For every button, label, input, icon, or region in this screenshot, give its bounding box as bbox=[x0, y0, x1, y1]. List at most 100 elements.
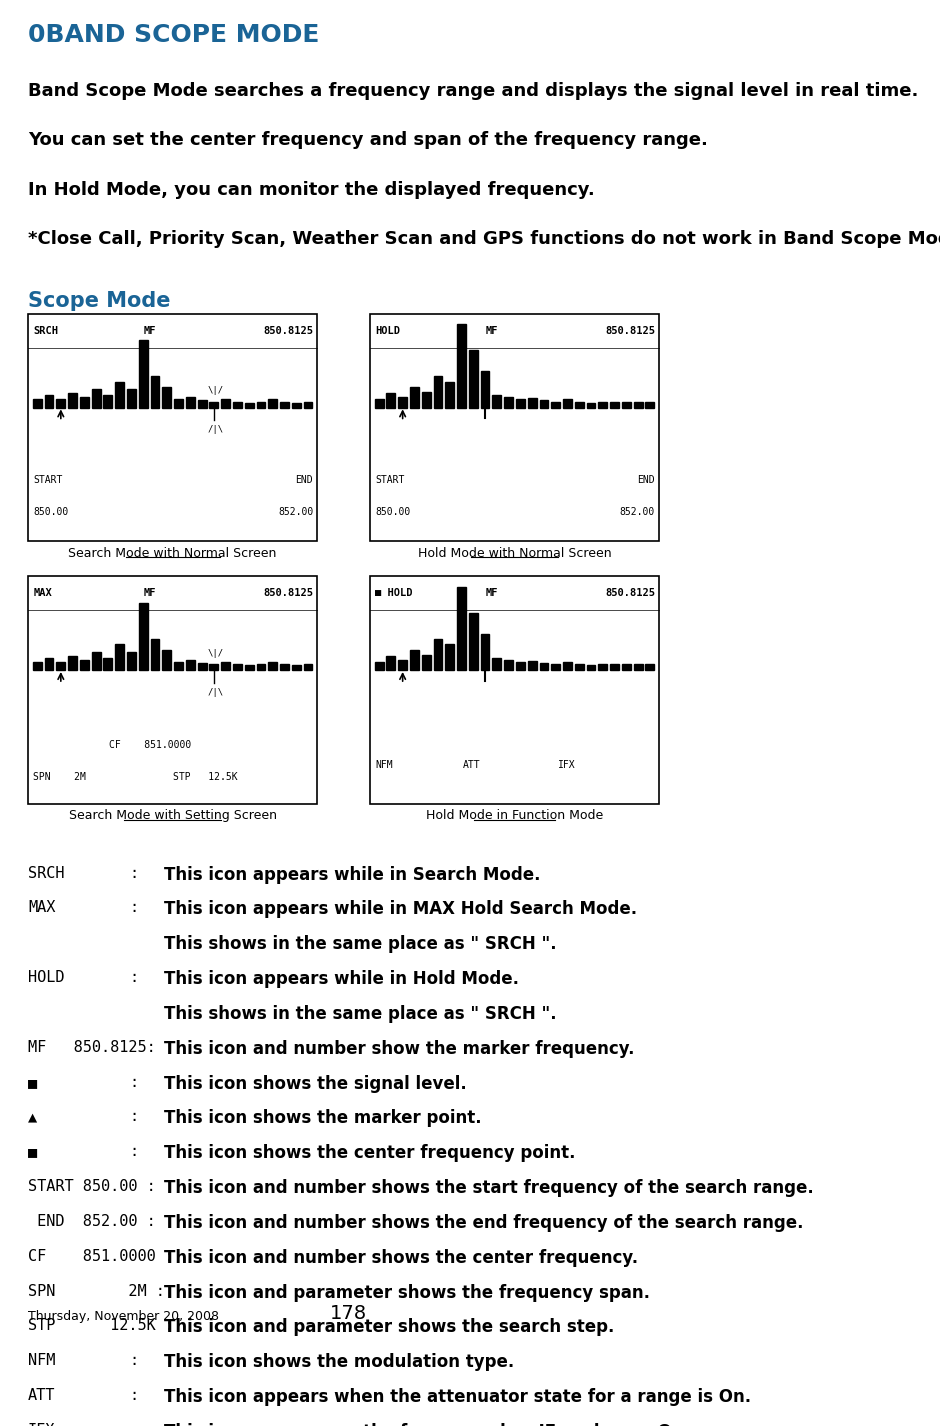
Bar bbox=[221, 662, 230, 670]
Text: In Hold Mode, you can monitor the displayed frequency.: In Hold Mode, you can monitor the displa… bbox=[28, 181, 595, 198]
Bar bbox=[280, 665, 289, 670]
Bar bbox=[116, 645, 124, 670]
Bar bbox=[469, 351, 478, 408]
Text: MF: MF bbox=[486, 325, 498, 335]
Bar bbox=[575, 402, 584, 408]
Bar bbox=[150, 639, 160, 670]
Bar bbox=[56, 399, 65, 408]
Bar bbox=[457, 324, 466, 408]
Bar bbox=[244, 402, 254, 408]
Bar bbox=[80, 660, 88, 670]
Text: STP   12.5K: STP 12.5K bbox=[173, 771, 237, 781]
Text: :: : bbox=[129, 1387, 138, 1403]
Bar bbox=[410, 650, 419, 670]
Bar bbox=[587, 665, 595, 670]
Text: 850.00: 850.00 bbox=[34, 506, 69, 516]
Text: This icon shows the signal level.: This icon shows the signal level. bbox=[164, 1075, 466, 1092]
Text: This icon appears when the attenuator state for a range is On.: This icon appears when the attenuator st… bbox=[164, 1387, 751, 1406]
Bar bbox=[646, 665, 654, 670]
Bar bbox=[139, 339, 148, 408]
Text: :: : bbox=[129, 866, 138, 881]
Bar bbox=[150, 376, 160, 408]
Text: :: : bbox=[129, 1144, 138, 1159]
Text: MAX: MAX bbox=[34, 589, 53, 599]
Text: 850.8125: 850.8125 bbox=[605, 325, 655, 335]
Bar bbox=[44, 657, 54, 670]
Text: This icon and number shows the start frequency of the search range.: This icon and number shows the start fre… bbox=[164, 1179, 814, 1198]
Bar bbox=[186, 398, 195, 408]
Text: MAX: MAX bbox=[28, 900, 55, 915]
FancyBboxPatch shape bbox=[369, 576, 659, 804]
Bar bbox=[493, 657, 501, 670]
Text: :: : bbox=[129, 1075, 138, 1089]
Text: HOLD: HOLD bbox=[375, 325, 400, 335]
Text: SRCH: SRCH bbox=[28, 866, 65, 881]
Bar bbox=[163, 386, 171, 408]
Bar bbox=[304, 665, 312, 670]
Text: \|/: \|/ bbox=[208, 649, 224, 657]
Bar bbox=[304, 402, 312, 408]
Bar bbox=[527, 398, 537, 408]
Bar bbox=[174, 399, 183, 408]
Text: This icon shows the modulation type.: This icon shows the modulation type. bbox=[164, 1353, 514, 1372]
Bar bbox=[516, 662, 525, 670]
Text: This icon and number shows the center frequency.: This icon and number shows the center fr… bbox=[164, 1249, 638, 1266]
Bar bbox=[268, 662, 277, 670]
Text: MF: MF bbox=[144, 325, 156, 335]
Bar bbox=[186, 660, 195, 670]
Text: SPN    2M: SPN 2M bbox=[34, 771, 86, 781]
Bar bbox=[622, 665, 631, 670]
Bar bbox=[446, 645, 454, 670]
Text: IFX: IFX bbox=[28, 1423, 55, 1426]
Bar bbox=[480, 635, 490, 670]
Text: This shows in the same place as " SRCH ".: This shows in the same place as " SRCH "… bbox=[164, 1005, 556, 1022]
FancyBboxPatch shape bbox=[369, 314, 659, 542]
Text: This icon and number shows the end frequency of the search range.: This icon and number shows the end frequ… bbox=[164, 1214, 804, 1232]
Bar bbox=[422, 392, 431, 408]
Bar bbox=[563, 399, 572, 408]
Text: ATT: ATT bbox=[28, 1387, 55, 1403]
Text: This icon appears while in MAX Hold Search Mode.: This icon appears while in MAX Hold Sear… bbox=[164, 900, 637, 918]
Bar bbox=[257, 665, 265, 670]
Bar bbox=[540, 401, 548, 408]
Bar bbox=[233, 402, 242, 408]
Bar bbox=[634, 402, 643, 408]
Text: SRCH: SRCH bbox=[34, 325, 58, 335]
Bar bbox=[504, 660, 513, 670]
Bar bbox=[233, 665, 242, 670]
Bar bbox=[33, 399, 41, 408]
Bar bbox=[127, 652, 136, 670]
Text: Band Scope Mode searches a frequency range and displays the signal level in real: Band Scope Mode searches a frequency ran… bbox=[28, 81, 918, 100]
Text: 850.8125: 850.8125 bbox=[605, 589, 655, 599]
Bar bbox=[622, 402, 631, 408]
Text: END  852.00 :: END 852.00 : bbox=[28, 1214, 156, 1229]
Text: START 850.00 :: START 850.00 : bbox=[28, 1179, 156, 1194]
Bar bbox=[92, 652, 101, 670]
Bar bbox=[634, 665, 643, 670]
Text: \|/: \|/ bbox=[208, 386, 224, 395]
Text: :: : bbox=[129, 900, 138, 915]
Text: *Close Call, Priority Scan, Weather Scan and GPS functions do not work in Band S: *Close Call, Priority Scan, Weather Scan… bbox=[28, 231, 940, 248]
Text: ATT: ATT bbox=[462, 760, 480, 770]
Text: Search Mode with Normal Screen: Search Mode with Normal Screen bbox=[69, 546, 277, 559]
Text: This shows in the same place as " SRCH ".: This shows in the same place as " SRCH "… bbox=[164, 935, 556, 953]
Bar bbox=[92, 389, 101, 408]
Text: ■: ■ bbox=[28, 1075, 37, 1089]
FancyBboxPatch shape bbox=[28, 576, 318, 804]
Text: Thursday, November 20, 2008: Thursday, November 20, 2008 bbox=[28, 1309, 219, 1322]
Text: This icon appears while in Hold Mode.: This icon appears while in Hold Mode. bbox=[164, 970, 519, 988]
Bar bbox=[257, 402, 265, 408]
Bar bbox=[163, 650, 171, 670]
Text: CF    851.0000 :: CF 851.0000 : bbox=[28, 1249, 174, 1263]
FancyBboxPatch shape bbox=[28, 314, 318, 542]
Bar bbox=[610, 665, 619, 670]
Text: NFM: NFM bbox=[28, 1353, 55, 1369]
Bar bbox=[33, 662, 41, 670]
Text: START: START bbox=[375, 475, 405, 485]
Bar bbox=[399, 660, 407, 670]
Text: MF   850.8125:: MF 850.8125: bbox=[28, 1040, 156, 1055]
Bar bbox=[433, 376, 443, 408]
Bar bbox=[399, 398, 407, 408]
Bar bbox=[446, 382, 454, 408]
Bar bbox=[44, 395, 54, 408]
